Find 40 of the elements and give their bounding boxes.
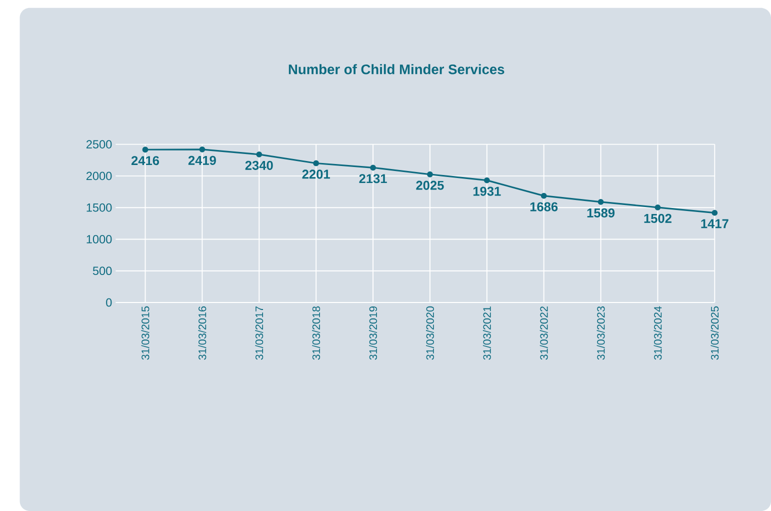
data-label: 2131 (359, 174, 387, 184)
x-tick-label: 31/03/2016 (198, 306, 206, 360)
data-label: 1589 (587, 208, 615, 218)
point (256, 151, 262, 158)
y-tick-label: 2500 (86, 140, 112, 148)
point (313, 160, 320, 166)
point (484, 177, 490, 184)
x-tick-label: 31/03/2022 (540, 306, 548, 360)
chart-title: Number of Child Minder Services (288, 64, 504, 74)
x-tick-label: 31/03/2019 (369, 306, 378, 360)
point (427, 171, 433, 178)
x-tick-label: 31/03/2020 (426, 306, 434, 360)
x-tick-label: 31/03/2018 (312, 306, 320, 360)
y-tick-label: 2000 (86, 172, 112, 180)
data-label: 2416 (131, 156, 160, 166)
y-tick-label: 0 (106, 298, 112, 307)
x-tick-label: 31/03/2023 (596, 306, 605, 360)
point (370, 164, 376, 171)
x-tick-label: 31/03/2024 (654, 306, 662, 360)
data-label: 2025 (416, 180, 444, 190)
point (540, 192, 547, 199)
x-tick-label: 31/03/2015 (141, 306, 150, 360)
point (199, 146, 206, 152)
point (142, 146, 148, 153)
x-tick-label: 31/03/2017 (255, 306, 264, 360)
data-label: 1417 (701, 219, 728, 228)
data-label: 1931 (473, 186, 501, 196)
data-label: 2419 (188, 156, 216, 165)
x-tick-label: 31/03/2025 (710, 306, 719, 360)
x-tick-label: 31/03/2021 (482, 306, 491, 360)
y-tick-label: 500 (92, 266, 112, 275)
data-label: 1686 (530, 202, 558, 212)
point (712, 210, 718, 216)
data-label: 2201 (302, 170, 330, 179)
point (654, 204, 661, 210)
point (598, 198, 604, 205)
data-label: 2340 (245, 160, 273, 170)
y-tick-label: 1500 (86, 203, 112, 212)
data-label: 1502 (644, 214, 672, 223)
y-tick-label: 1000 (86, 235, 112, 244)
